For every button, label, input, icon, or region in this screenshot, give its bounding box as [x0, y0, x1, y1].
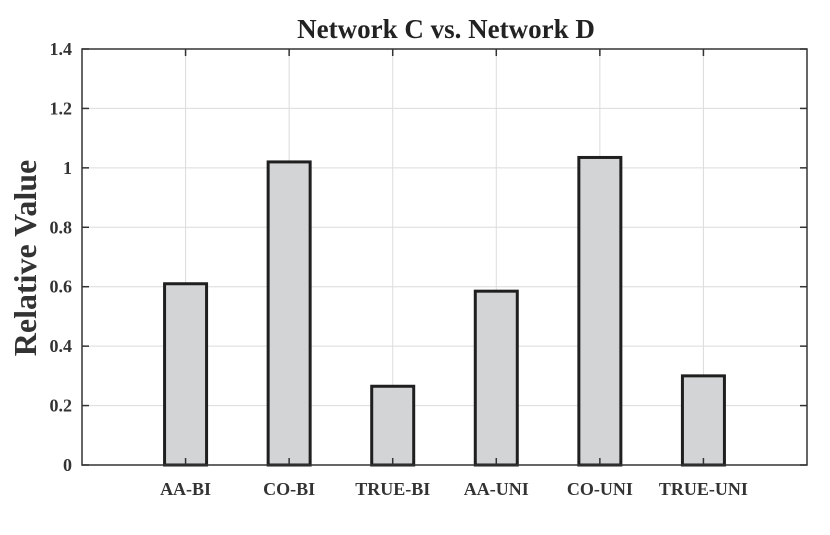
bar-aa-bi [163, 282, 209, 467]
y-tick-label: 0 [63, 455, 72, 475]
bar-co-bi [266, 160, 312, 467]
bar-true-bi [370, 384, 416, 467]
y-axis-label: Relative Value [7, 160, 43, 356]
y-tick-label: 1.2 [50, 98, 73, 118]
bar-co-uni [577, 155, 623, 467]
x-tick-labels: AA-BI CO-BI TRUE-BI AA-UNI CO-UNI TRUE-UNI [160, 479, 748, 499]
x-tick-label: AA-BI [160, 479, 211, 499]
bar-aa-uni [473, 289, 519, 467]
y-tick-label: 0.4 [50, 336, 73, 356]
y-tick-label: 1 [63, 158, 72, 178]
x-tick-label: AA-UNI [464, 479, 529, 499]
bars [163, 155, 726, 467]
y-tick-label: 0.2 [50, 396, 73, 416]
axes [81, 48, 808, 466]
plot-frame [81, 48, 808, 466]
x-tick-label: CO-BI [263, 479, 315, 499]
y-tick-label: 1.4 [50, 39, 73, 59]
x-tick-label: CO-UNI [567, 479, 633, 499]
bar-true-uni [680, 374, 726, 467]
y-tick-label: 0.6 [50, 277, 73, 297]
chart-title: Network C vs. Network D [297, 14, 595, 44]
y-tick-labels: 0 0.2 0.4 0.6 0.8 1 1.2 1.4 [50, 39, 73, 475]
x-tick-label: TRUE-UNI [659, 479, 748, 499]
y-tick-label: 0.8 [50, 217, 73, 237]
x-tick-label: TRUE-BI [355, 479, 430, 499]
